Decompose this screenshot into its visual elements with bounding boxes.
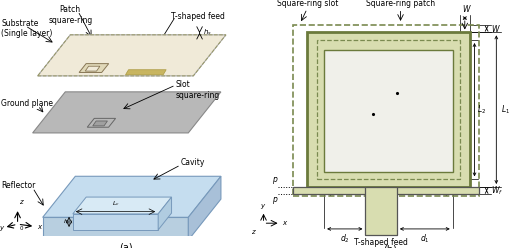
Text: T-shaped feed: T-shaped feed: [354, 238, 408, 247]
Polygon shape: [87, 118, 116, 127]
Text: $h_c$: $h_c$: [63, 217, 71, 226]
Text: $L_c$: $L_c$: [111, 199, 119, 208]
Text: $d_1$: $d_1$: [420, 233, 430, 245]
Text: $W_f$: $W_f$: [491, 184, 503, 197]
Text: Ground plane: Ground plane: [1, 99, 53, 108]
Text: $x$: $x$: [282, 219, 289, 227]
Polygon shape: [188, 176, 221, 240]
Text: $p$: $p$: [272, 175, 279, 186]
Text: Square-ring slot: Square-ring slot: [277, 0, 338, 8]
Polygon shape: [126, 70, 166, 75]
Text: Reflector: Reflector: [1, 181, 36, 190]
Polygon shape: [73, 214, 158, 230]
Text: T-shaped feed: T-shaped feed: [170, 12, 224, 21]
Polygon shape: [85, 66, 100, 71]
Polygon shape: [158, 197, 172, 230]
Text: (b): (b): [383, 244, 396, 248]
Text: $x$: $x$: [37, 223, 43, 231]
Polygon shape: [73, 197, 172, 214]
Bar: [366, 187, 397, 235]
Text: $C_s\ (0,\ 0)$: $C_s\ (0,\ 0)$: [378, 109, 409, 120]
Polygon shape: [43, 176, 221, 217]
Polygon shape: [38, 35, 226, 76]
Bar: [317, 40, 460, 179]
Text: $p$: $p$: [272, 195, 279, 206]
Bar: [293, 25, 480, 196]
Text: $d_2$: $d_2$: [340, 233, 350, 245]
Text: Substrate
(Single layer): Substrate (Single layer): [1, 19, 53, 38]
Text: Slot
square-ring: Slot square-ring: [176, 80, 220, 100]
Text: $L_f$: $L_f$: [384, 197, 393, 210]
Polygon shape: [43, 217, 188, 240]
Text: (a): (a): [119, 243, 132, 248]
Polygon shape: [79, 64, 109, 72]
Text: $C_p\ (x,\ y)$: $C_p\ (x,\ y)$: [402, 88, 433, 99]
Text: $y$: $y$: [260, 202, 267, 211]
Polygon shape: [93, 121, 107, 126]
Text: Patch
square-ring: Patch square-ring: [48, 5, 93, 25]
Text: $W$: $W$: [491, 23, 501, 34]
Text: Square-ring patch: Square-ring patch: [366, 0, 435, 8]
Text: $z$: $z$: [19, 198, 25, 206]
Polygon shape: [32, 92, 221, 133]
Text: $z$: $z$: [251, 228, 257, 236]
Bar: [307, 32, 470, 187]
Text: $h_s$: $h_s$: [203, 28, 212, 38]
Text: $y$: $y$: [0, 223, 6, 233]
Text: $L_1$: $L_1$: [501, 103, 510, 116]
Bar: [324, 50, 453, 172]
Bar: [293, 187, 480, 194]
Text: $W$: $W$: [462, 3, 472, 14]
Text: 0: 0: [19, 226, 23, 231]
Text: $L_2$: $L_2$: [477, 103, 486, 116]
Text: Cavity: Cavity: [181, 158, 205, 167]
